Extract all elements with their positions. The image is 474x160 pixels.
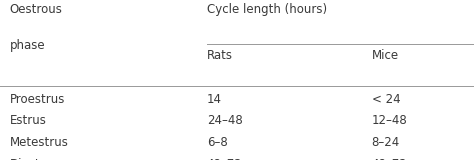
Text: phase: phase bbox=[9, 39, 45, 52]
Text: Rats: Rats bbox=[207, 49, 233, 62]
Text: 8–24: 8–24 bbox=[372, 136, 400, 149]
Text: 14: 14 bbox=[207, 92, 222, 106]
Text: 48–72: 48–72 bbox=[207, 158, 243, 160]
Text: Diestrus: Diestrus bbox=[9, 158, 59, 160]
Text: < 24: < 24 bbox=[372, 92, 401, 106]
Text: Estrus: Estrus bbox=[9, 115, 46, 128]
Text: Metestrus: Metestrus bbox=[9, 136, 68, 149]
Text: Cycle length (hours): Cycle length (hours) bbox=[207, 3, 327, 16]
Text: 12–48: 12–48 bbox=[372, 115, 408, 128]
Text: 48–72: 48–72 bbox=[372, 158, 408, 160]
Text: 24–48: 24–48 bbox=[207, 115, 243, 128]
Text: Mice: Mice bbox=[372, 49, 399, 62]
Text: Oestrous: Oestrous bbox=[9, 3, 62, 16]
Text: Proestrus: Proestrus bbox=[9, 92, 65, 106]
Text: 6–8: 6–8 bbox=[207, 136, 228, 149]
